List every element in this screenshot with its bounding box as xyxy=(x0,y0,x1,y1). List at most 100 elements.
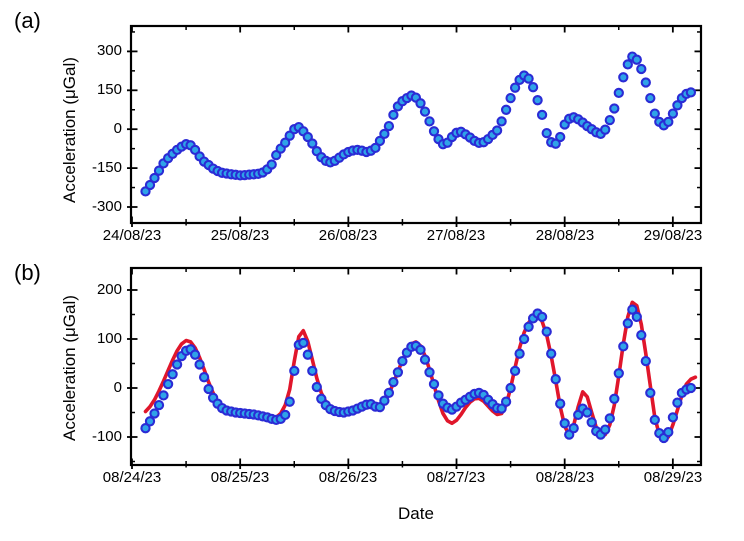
data-point xyxy=(203,383,214,395)
panel-a-xtick-4: 28/08/23 xyxy=(535,227,595,244)
panel-b-ytick-100: 100 xyxy=(96,330,122,347)
data-point xyxy=(672,100,683,111)
data-point xyxy=(667,412,679,423)
x-axis-title: Date xyxy=(398,504,434,523)
data-point xyxy=(311,381,322,393)
data-point xyxy=(631,54,642,65)
data-point xyxy=(640,77,651,88)
data-point xyxy=(379,128,390,140)
plot-frame xyxy=(129,24,703,225)
data-point xyxy=(640,355,651,367)
data-point xyxy=(397,355,408,367)
data-point xyxy=(555,131,566,143)
data-point xyxy=(613,368,624,379)
data-point xyxy=(627,304,638,315)
panel-a-ytick-300: 300 xyxy=(96,42,122,59)
data-point xyxy=(636,63,647,75)
data-point xyxy=(419,354,431,365)
data-point xyxy=(631,311,642,323)
data-point xyxy=(280,409,291,421)
data-point xyxy=(582,407,593,418)
data-point xyxy=(527,82,539,93)
data-point xyxy=(600,424,611,435)
data-point xyxy=(298,337,309,349)
data-point xyxy=(284,396,295,407)
data-point xyxy=(428,126,440,137)
panel-b-xtick-0: 08/24/23 xyxy=(102,469,162,486)
panel-b-ytick--100: -100 xyxy=(91,428,122,445)
scatter-series xyxy=(140,51,697,197)
data-point xyxy=(415,344,426,355)
panel-a-ytick-0: 0 xyxy=(113,120,122,137)
data-point xyxy=(514,348,525,359)
data-point xyxy=(198,372,210,383)
panel-a-xtick-2: 26/08/23 xyxy=(318,227,378,244)
panel-a-xtick-5: 29/08/23 xyxy=(643,227,703,244)
data-point xyxy=(419,106,431,117)
data-point xyxy=(618,72,629,83)
panel-b-xtick-1: 08/25/23 xyxy=(210,469,270,486)
data-point xyxy=(415,98,426,109)
data-point xyxy=(171,359,183,370)
data-point xyxy=(140,423,151,434)
data-point xyxy=(388,109,399,121)
data-point xyxy=(586,417,597,428)
data-point xyxy=(541,326,552,337)
panel-a-xtick-0: 24/08/23 xyxy=(102,227,162,244)
data-point xyxy=(667,108,679,119)
data-point xyxy=(149,408,160,419)
data-point xyxy=(370,142,381,154)
data-point xyxy=(144,416,156,427)
data-point xyxy=(167,369,178,380)
data-point xyxy=(379,395,390,406)
data-point xyxy=(604,413,615,424)
data-point xyxy=(555,398,566,409)
data-point xyxy=(645,387,656,399)
data-point xyxy=(600,124,611,135)
data-point xyxy=(685,382,697,394)
data-point xyxy=(536,109,548,121)
data-point xyxy=(388,376,399,388)
data-point xyxy=(663,116,674,128)
data-point xyxy=(307,365,318,377)
data-point xyxy=(280,137,291,148)
data-point xyxy=(541,127,552,139)
data-point xyxy=(645,92,656,104)
data-point xyxy=(685,87,697,98)
data-point xyxy=(509,82,521,93)
data-point xyxy=(550,138,561,149)
data-point xyxy=(302,349,313,360)
data-point xyxy=(266,159,277,170)
data-point xyxy=(559,418,570,429)
data-point xyxy=(374,135,386,147)
panel-b-plot xyxy=(127,266,703,469)
data-point xyxy=(153,399,165,411)
data-point xyxy=(649,108,660,119)
data-point xyxy=(663,426,674,438)
data-point xyxy=(613,87,624,99)
panel-b-xtick-2: 08/26/23 xyxy=(318,469,378,486)
data-point xyxy=(546,348,557,359)
data-point xyxy=(162,378,174,390)
data-point xyxy=(500,104,512,115)
panel-a-ytick-150: 150 xyxy=(96,81,122,98)
data-point xyxy=(144,179,156,191)
panel-a-letter: (a) xyxy=(14,8,41,33)
panel-b-xtick-3: 08/27/23 xyxy=(426,469,486,486)
panel-b-letter: (b) xyxy=(14,260,41,285)
panel-b-ytick-0: 0 xyxy=(113,379,122,396)
panel-a-ytick--150: -150 xyxy=(91,159,122,176)
data-point xyxy=(672,397,683,408)
data-point xyxy=(505,382,516,394)
panel-a-xtick-1: 25/08/23 xyxy=(210,227,270,244)
data-point xyxy=(383,387,395,399)
data-point xyxy=(604,114,615,126)
data-point xyxy=(636,329,647,341)
data-point xyxy=(194,359,205,370)
data-point xyxy=(609,393,620,404)
data-point xyxy=(189,349,201,360)
data-point xyxy=(383,120,395,132)
data-point xyxy=(523,321,534,332)
